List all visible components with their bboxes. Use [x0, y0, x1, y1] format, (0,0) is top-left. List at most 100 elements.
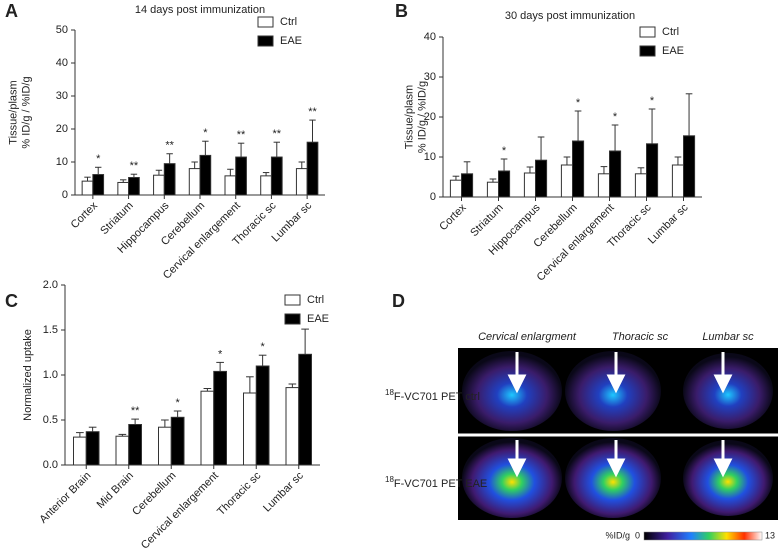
significance: *	[175, 397, 180, 409]
x-tick-label: Anterior Brain	[37, 470, 93, 526]
bar	[117, 181, 130, 196]
bar	[243, 392, 257, 466]
legend-label: Ctrl	[662, 26, 679, 38]
bar	[683, 135, 696, 198]
significance: *	[613, 111, 618, 123]
bar	[270, 156, 283, 196]
y-tick-label: 1.5	[43, 324, 58, 336]
y-tick-label: 30	[424, 71, 436, 83]
significance: **	[165, 140, 174, 152]
significance: *	[260, 341, 265, 353]
bar	[461, 173, 474, 198]
bar	[85, 431, 100, 466]
legend-label: Ctrl	[307, 294, 324, 306]
bar	[486, 181, 499, 198]
significance: *	[502, 145, 507, 157]
bar	[73, 436, 87, 466]
x-tick-label: Lumbar sc	[261, 469, 306, 514]
significance: *	[650, 95, 655, 107]
significance: **	[308, 106, 317, 118]
colorbar-unit: %ID/g	[605, 530, 630, 540]
y-tick-label: 20	[424, 111, 436, 123]
bar	[235, 156, 247, 196]
bar	[609, 150, 622, 198]
bar	[306, 141, 319, 196]
bar	[128, 177, 140, 196]
panel-letter: D	[392, 291, 405, 311]
y-tick-label: 2.0	[43, 279, 58, 291]
pet-panel: D Cervical enlargment Thoracic sc Lumbar…	[385, 291, 778, 541]
colorbar-max: 13	[765, 530, 775, 540]
significance: **	[130, 160, 139, 172]
x-tick-label: Mid Brain	[95, 470, 136, 511]
y-axis-label: Tissue/plasm	[7, 80, 19, 144]
legend-label: EAE	[662, 45, 684, 57]
colorbar	[643, 531, 763, 541]
bar	[560, 164, 574, 198]
legend-swatch	[257, 35, 274, 47]
panel-letter: B	[395, 1, 408, 21]
column-label: Cervical enlargment	[478, 331, 577, 343]
legend-swatch	[639, 45, 656, 57]
significance: **	[273, 128, 282, 140]
row-label: 18F-VC701 PET ctrl	[385, 388, 480, 403]
column-label: Thoracic sc	[612, 331, 669, 343]
bar	[260, 175, 272, 196]
bar	[535, 159, 548, 198]
bar	[199, 154, 212, 196]
colorbar-min: 0	[635, 530, 640, 540]
bar	[298, 353, 312, 466]
column-label: Lumbar sc	[702, 331, 754, 343]
bar	[634, 173, 648, 198]
pet-header	[458, 318, 778, 348]
y-tick-label: 40	[56, 57, 68, 69]
pet-image	[565, 351, 661, 431]
y-tick-label: 50	[56, 24, 68, 36]
y-tick-label: 20	[56, 123, 68, 135]
isotope: 18	[385, 475, 394, 484]
y-tick-label: 0	[430, 191, 436, 203]
bar	[153, 174, 165, 196]
y-tick-label: 0.0	[43, 459, 58, 471]
pet-image	[683, 353, 773, 429]
pet-image	[565, 438, 661, 518]
x-tick-label: Lumbar sc	[646, 201, 691, 246]
x-tick-label: Cervical enlargement	[139, 470, 221, 552]
y-tick-label: 40	[424, 31, 436, 43]
y-axis-label: Tissue/plasm	[403, 85, 415, 149]
significance: **	[131, 405, 140, 417]
bar	[449, 179, 462, 198]
pet-image	[683, 440, 773, 516]
significance: *	[203, 127, 208, 139]
row-text: F-VC701 PET ctrl	[394, 391, 480, 403]
bar	[81, 180, 94, 196]
legend-label: Ctrl	[280, 16, 297, 28]
pet-image	[462, 438, 562, 518]
bar	[115, 435, 130, 466]
legend-swatch	[284, 294, 301, 306]
bar	[188, 168, 201, 196]
bar	[523, 172, 537, 198]
y-axis-label: Normalized uptake	[22, 329, 34, 421]
bar	[597, 173, 611, 198]
bar	[498, 170, 511, 198]
chart-title: 14 days post immunization	[135, 4, 265, 16]
x-tick-label: Thoracic sc	[215, 469, 264, 518]
row-label: 18F-VC701 PET EAE	[385, 475, 487, 490]
panel-letter: C	[5, 291, 18, 311]
y-tick-label: 30	[56, 90, 68, 102]
isotope: 18	[385, 388, 394, 397]
y-tick-label: 10	[424, 151, 436, 163]
y-tick-label: 0.5	[43, 414, 58, 426]
significance: *	[218, 348, 223, 360]
bar	[128, 424, 142, 466]
bar	[224, 175, 237, 196]
bar	[163, 163, 176, 196]
y-tick-label: 10	[56, 156, 68, 168]
panel-letter: A	[5, 1, 18, 21]
chart-title: 30 days post immunization	[505, 10, 635, 22]
bar	[170, 416, 185, 466]
bar	[572, 140, 585, 198]
arrows	[507, 352, 733, 478]
legend-label: EAE	[307, 313, 329, 325]
